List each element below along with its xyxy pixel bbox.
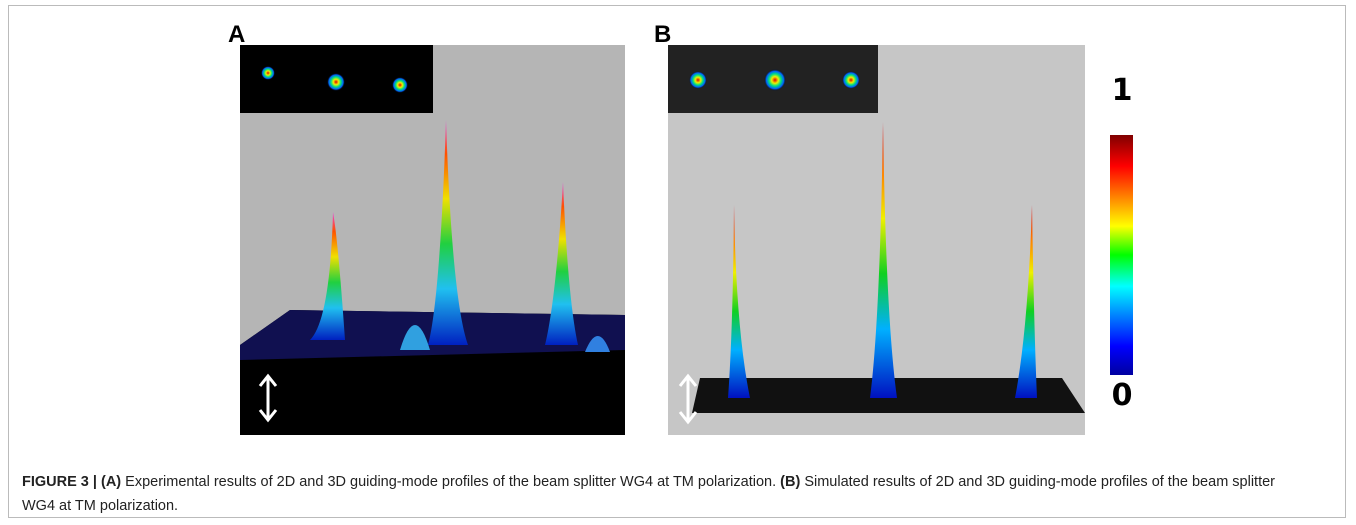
panel-label: B: [654, 21, 671, 48]
caption: FIGURE 3 | (A) Experimental results of 2…: [22, 470, 1282, 518]
caption-figure: FIGURE 3 |: [22, 474, 97, 490]
panel-label: A: [228, 21, 245, 48]
figure: A B 1 0: [228, 21, 1133, 435]
panel-b-image: [668, 45, 1085, 435]
caption-text: Simulated results of 2D and 3D guiding-m…: [22, 474, 1276, 514]
panel-a-image: [240, 45, 625, 435]
caption-label: (B): [780, 474, 801, 490]
colorbar-min: 0: [1112, 378, 1133, 413]
caption-text: Experimental results of 2D and 3D guidin…: [125, 474, 777, 490]
colorbar: [1110, 135, 1133, 375]
colorbar-max: 1: [1112, 73, 1133, 108]
caption-label: (A): [101, 474, 122, 490]
figure-frame: [8, 5, 1346, 518]
